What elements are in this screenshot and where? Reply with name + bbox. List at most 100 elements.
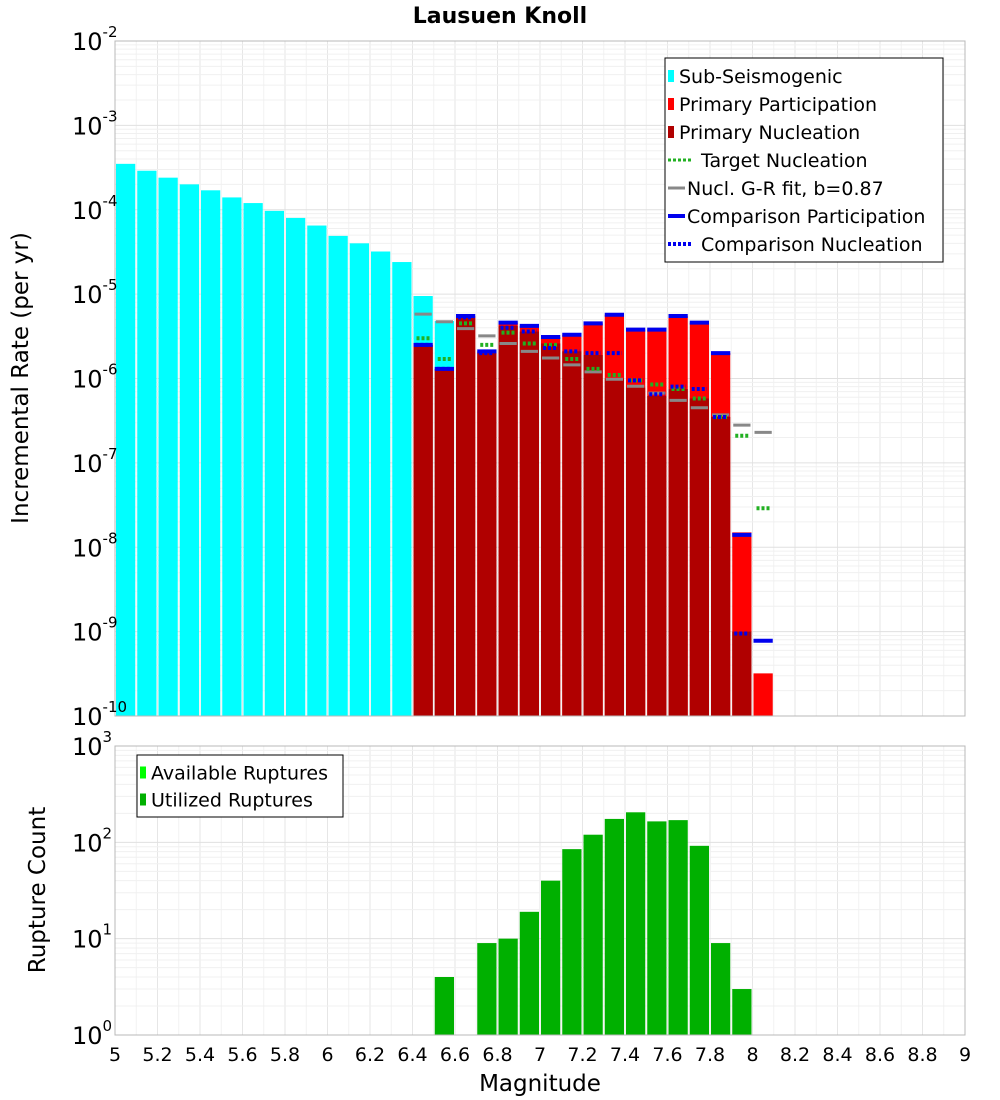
- utilized-ruptures-bar: [498, 938, 518, 1035]
- x-tick-label: 8.6: [865, 1044, 895, 1066]
- sub-seismogenic-bar: [349, 243, 369, 717]
- x-tick-label: 9: [959, 1044, 971, 1066]
- utilized-ruptures-bar: [477, 943, 497, 1035]
- y-tick-label: 10-5: [72, 276, 118, 309]
- y-tick-label: 10-8: [72, 529, 118, 562]
- x-tick-label: 7.4: [610, 1044, 640, 1066]
- rate-y-ticks: 10-10 10-9 10-8 10-7 10-6 10-5 10-4 10-3 10-2: [72, 23, 127, 731]
- legend-swatch: [668, 98, 674, 110]
- sub-seismogenic-bar: [222, 197, 242, 717]
- utilized-ruptures-bar: [604, 818, 624, 1035]
- utilized-ruptures-bar: [434, 977, 454, 1035]
- count-y-axis-label: Rupture Count: [25, 807, 51, 973]
- x-tick-label: 5: [109, 1044, 121, 1066]
- legend-label: Comparison Nucleation: [701, 234, 923, 256]
- y-tick-label: 101: [72, 921, 112, 954]
- legend-label: Primary Participation: [679, 94, 877, 116]
- rate-lines: [413, 312, 773, 643]
- primary-nucleation-bar: [668, 389, 688, 716]
- y-tick-label: 10-2: [72, 23, 118, 56]
- rate-bars: [116, 163, 773, 717]
- legend-box: [664, 57, 944, 263]
- y-tick-label: 10-7: [72, 445, 118, 478]
- utilized-ruptures-bar: [583, 834, 603, 1035]
- primary-nucleation-bar: [456, 318, 476, 716]
- count-bars: [434, 812, 752, 1035]
- x-tick-label: 8: [746, 1044, 758, 1066]
- primary-nucleation-bar: [541, 343, 561, 716]
- x-tick-label: 5.8: [270, 1044, 300, 1066]
- x-tick-label: 6.6: [440, 1044, 470, 1066]
- legend-label: Comparison Participation: [687, 206, 925, 228]
- utilized-ruptures-bar: [647, 821, 667, 1035]
- legend-label: Sub-Seismogenic: [679, 66, 843, 88]
- legend-swatch: [668, 126, 674, 138]
- primary-nucleation-bar: [604, 378, 624, 716]
- utilized-ruptures-bar: [732, 989, 752, 1035]
- rate-y-axis-label: Incremental Rate (per yr): [8, 232, 34, 524]
- primary-nucleation-bar: [519, 331, 539, 716]
- primary-nucleation-bar: [413, 344, 433, 716]
- sub-seismogenic-bar: [137, 170, 157, 716]
- legend-label: Primary Nucleation: [679, 122, 860, 144]
- utilized-ruptures-bar: [541, 880, 561, 1035]
- x-ticks: 5 5.2 5.4 5.6 5.8 6 6.2 6.4 6.6 6.8 7 7.2 7.4 7.6 7.8 8…: [109, 1044, 971, 1066]
- utilized-ruptures-bar: [562, 849, 582, 1035]
- count-y-ticks: 100 101 102 103: [72, 728, 112, 1050]
- utilized-ruptures-bar: [689, 845, 709, 1035]
- utilized-ruptures-bar: [626, 812, 646, 1035]
- rate-legend: Sub-Seismogenic Primary Participation Prim…: [664, 57, 944, 263]
- x-tick-label: 6: [321, 1044, 333, 1066]
- y-tick-label: 10-3: [72, 107, 118, 140]
- x-tick-label: 6.4: [397, 1044, 427, 1066]
- y-tick-label: 103: [72, 728, 112, 761]
- sub-seismogenic-bar: [307, 225, 327, 716]
- x-tick-label: 5.6: [227, 1044, 257, 1066]
- legend-swatch: [140, 766, 146, 779]
- legend-label: Available Ruptures: [151, 763, 328, 785]
- x-tick-label: 8.2: [780, 1044, 810, 1066]
- y-tick-label: 10-4: [72, 192, 118, 225]
- primary-nucleation-bar: [498, 325, 518, 716]
- primary-nucleation-bar: [477, 353, 497, 716]
- rate-panel: 10-10 10-9 10-8 10-7 10-6 10-5 10-4 10-3 10-2 In…: [8, 23, 966, 731]
- count-legend: Available Ruptures Utilized Ruptures: [136, 754, 344, 818]
- sub-seismogenic-bar: [116, 163, 136, 717]
- sub-seismogenic-bar: [158, 177, 178, 716]
- sub-seismogenic-bar: [179, 184, 199, 717]
- primary-nucleation-bar: [689, 398, 709, 716]
- y-tick-label: 10-9: [72, 614, 118, 647]
- x-tick-label: 7.2: [567, 1044, 597, 1066]
- x-axis-label: Magnitude: [479, 1071, 601, 1097]
- primary-nucleation-bar: [626, 387, 646, 716]
- x-tick-label: 8.8: [907, 1044, 937, 1066]
- legend-label: Utilized Ruptures: [151, 790, 313, 812]
- x-tick-label: 5.2: [142, 1044, 172, 1066]
- sub-seismogenic-bar: [201, 190, 221, 716]
- legend-swatch: [140, 793, 146, 806]
- utilized-ruptures-bar: [668, 820, 688, 1035]
- x-tick-label: 7: [534, 1044, 546, 1066]
- x-tick-label: 8.4: [822, 1044, 852, 1066]
- count-panel: 100 101 102 103 Rupture Count Available Rup…: [25, 728, 971, 1097]
- x-tick-label: 5.4: [185, 1044, 215, 1066]
- y-tick-label: 10-10: [72, 698, 127, 731]
- chart-title: Lausuen Knoll: [413, 4, 587, 29]
- y-tick-label: 100: [72, 1017, 112, 1050]
- primary-nucleation-bar: [583, 354, 603, 716]
- count-plot-border: [114, 745, 966, 1036]
- primary-nucleation-bar: [711, 416, 731, 716]
- y-tick-label: 10-6: [72, 361, 118, 394]
- utilized-ruptures-bar: [519, 911, 539, 1035]
- sub-seismogenic-bar: [286, 217, 306, 716]
- primary-nucleation-bar: [562, 351, 582, 716]
- legend-swatch: [668, 70, 674, 82]
- legend-label: Target Nucleation: [700, 150, 868, 172]
- primary-nucleation-bar: [434, 368, 454, 716]
- rate-plot-border: [114, 40, 966, 717]
- primary-nucleation-bar: [647, 396, 667, 716]
- sub-seismogenic-bar: [371, 251, 391, 716]
- x-tick-label: 6.2: [355, 1044, 385, 1066]
- primary-participation-bar: [753, 673, 773, 716]
